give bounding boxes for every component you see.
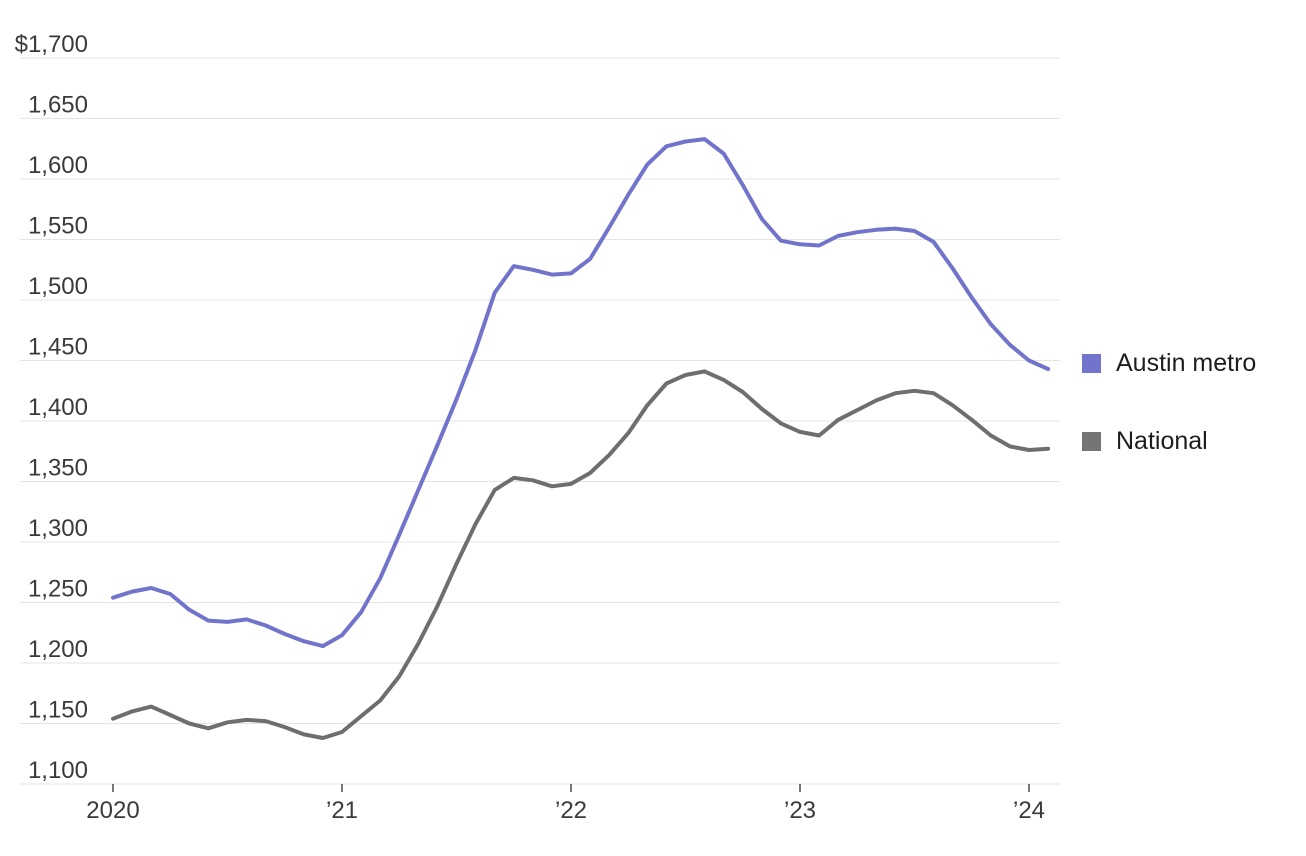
x-tick-label: ’23 xyxy=(784,797,816,824)
y-tick-label: 1,300 xyxy=(28,515,88,542)
y-tick-label: 1,100 xyxy=(28,757,88,784)
x-axis-labels: 2020 ’21 ’22 ’23 ’24 xyxy=(86,784,1045,824)
y-tick-label: 1,350 xyxy=(28,455,88,482)
y-tick-label: 1,250 xyxy=(28,576,88,603)
gridlines xyxy=(20,57,1060,785)
y-tick-label: 1,200 xyxy=(28,636,88,663)
y-tick-label: 1,650 xyxy=(28,92,88,119)
y-tick-label: 1,150 xyxy=(28,697,88,724)
y-tick-label: 1,500 xyxy=(28,273,88,300)
x-tick-label: ’21 xyxy=(326,797,358,824)
x-tick-label: ’24 xyxy=(1013,797,1045,824)
y-tick-label: 1,400 xyxy=(28,394,88,421)
data-series-lines xyxy=(111,137,1051,740)
series-line-austin-metro xyxy=(111,137,1051,649)
y-tick-label: 1,600 xyxy=(28,152,88,179)
series-line-national xyxy=(111,369,1051,740)
y-axis-labels: $1,700 1,650 1,600 1,550 1,500 1,450 1,400 1,35… xyxy=(15,31,88,784)
x-tick-label: 2020 xyxy=(86,797,139,824)
y-tick-label: 1,550 xyxy=(28,213,88,240)
y-tick-label: $1,700 xyxy=(15,31,88,58)
y-tick-label: 1,450 xyxy=(28,334,88,361)
x-tick-label: ’22 xyxy=(555,797,587,824)
